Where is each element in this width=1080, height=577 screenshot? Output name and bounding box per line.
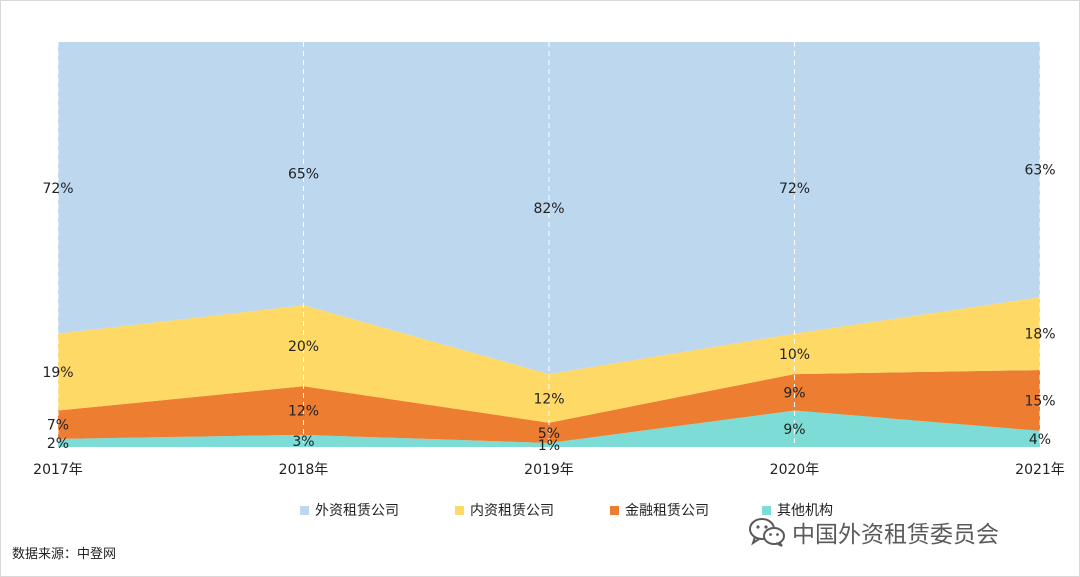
data-label: 7% bbox=[47, 418, 69, 434]
x-tick-label: 2018年 bbox=[279, 462, 329, 478]
area-series-2 bbox=[58, 297, 1040, 423]
legend-item: 金融租赁公司 bbox=[610, 500, 709, 520]
x-tick-label: 2020年 bbox=[770, 462, 820, 478]
legend-item: 其他机构 bbox=[762, 500, 833, 520]
data-label: 9% bbox=[783, 385, 805, 401]
legend-swatch bbox=[455, 505, 464, 515]
x-tick-label: 2017年 bbox=[33, 462, 83, 478]
data-label: 20% bbox=[288, 339, 319, 355]
data-label: 10% bbox=[779, 347, 810, 363]
area-series-0 bbox=[58, 410, 1040, 447]
legend-item: 外资租赁公司 bbox=[300, 500, 399, 520]
legend: 外资租赁公司 内资租赁公司 金融租赁公司 其他机构 bbox=[0, 500, 1080, 522]
source-note: 数据来源：中登网 bbox=[12, 547, 117, 562]
data-label: 1% bbox=[538, 438, 560, 454]
data-label: 12% bbox=[288, 404, 319, 420]
x-tick-label: 2019年 bbox=[524, 462, 574, 478]
legend-swatch bbox=[300, 505, 309, 515]
legend-swatch bbox=[762, 505, 771, 515]
legend-item: 内资租赁公司 bbox=[455, 500, 554, 520]
data-label: 3% bbox=[292, 434, 314, 450]
data-label: 5% bbox=[538, 426, 560, 442]
legend-label: 其他机构 bbox=[777, 503, 833, 519]
data-label: 18% bbox=[1024, 327, 1055, 343]
watermark: 中国外资租赁委员会 bbox=[748, 515, 999, 549]
data-label: 2% bbox=[47, 436, 69, 452]
data-label: 9% bbox=[783, 422, 805, 438]
data-label: 65% bbox=[288, 167, 319, 183]
data-label: 82% bbox=[533, 201, 564, 217]
legend-label: 内资租赁公司 bbox=[470, 503, 554, 519]
wechat-icon bbox=[749, 518, 785, 547]
watermark-text: 中国外资租赁委员会 bbox=[792, 522, 999, 548]
legend-swatch bbox=[610, 505, 619, 515]
data-label: 12% bbox=[533, 391, 564, 407]
data-label: 72% bbox=[779, 181, 810, 197]
data-label: 63% bbox=[1024, 163, 1055, 179]
data-label: 19% bbox=[42, 365, 73, 381]
legend-label: 金融租赁公司 bbox=[625, 503, 709, 519]
data-label: 15% bbox=[1024, 393, 1055, 409]
data-label: 4% bbox=[1029, 432, 1051, 448]
x-tick-label: 2021年 bbox=[1015, 462, 1065, 478]
legend-label: 外资租赁公司 bbox=[315, 503, 399, 519]
data-label: 72% bbox=[42, 181, 73, 197]
